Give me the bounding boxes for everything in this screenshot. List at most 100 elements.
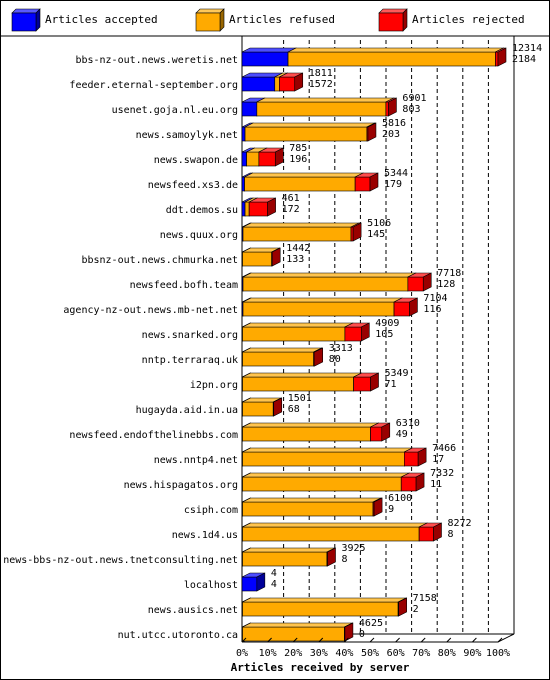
- bar-segment: [242, 526, 420, 542]
- bar-segment: [244, 176, 356, 192]
- value-label-top: 5344: [384, 168, 408, 179]
- legend-swatch-1: [11, 12, 37, 32]
- value-label-bottom: 116: [423, 304, 441, 315]
- value-label-bottom: 0: [359, 629, 365, 640]
- value-label-bottom: 68: [288, 404, 300, 415]
- value-label-top: 3313: [329, 343, 353, 354]
- x-tick-label: 70%: [412, 648, 430, 659]
- value-label-top: 3925: [342, 543, 366, 554]
- value-label-top: 6310: [396, 418, 420, 429]
- bar-segment: [241, 176, 245, 192]
- value-label-bottom: 49: [396, 429, 408, 440]
- bar-segment: [385, 101, 389, 117]
- value-label-top: 7158: [413, 593, 437, 604]
- value-label-bottom: 8: [342, 554, 348, 565]
- bar-segment: [404, 451, 419, 467]
- bar-segment: [241, 576, 258, 592]
- bar-segment: [407, 276, 424, 292]
- x-tick: [395, 637, 400, 643]
- bar-segment-top: [242, 422, 379, 428]
- bar-segment: [242, 626, 345, 642]
- legend-swatch-top: [11, 8, 41, 14]
- x-tick: [344, 637, 349, 643]
- bar-segment-side: [344, 622, 354, 642]
- bar-segment-side: [497, 47, 507, 67]
- value-label-bottom: 2: [413, 604, 419, 615]
- bar-segment: [418, 526, 434, 542]
- bar-segment-top: [242, 597, 407, 603]
- bar-segment: [241, 101, 258, 117]
- x-tick-label: 20%: [284, 648, 302, 659]
- category-label: nntp.terraraq.uk: [142, 355, 238, 366]
- value-label-bottom: 8: [447, 529, 453, 540]
- bar-segment-top: [242, 347, 322, 353]
- x-tick-label: 30%: [310, 648, 328, 659]
- bar-segment-side: [409, 297, 418, 317]
- legend-swatch-3: [378, 12, 404, 32]
- bar-segment-top: [242, 497, 382, 503]
- bar-segment: [242, 326, 346, 342]
- x-tick: [241, 637, 247, 643]
- bar-segment: [242, 376, 354, 392]
- value-label-bottom: 17: [432, 454, 444, 465]
- bar-segment-side: [433, 522, 442, 542]
- x-tick: [472, 637, 477, 643]
- category-label: agency-nz-out.news.mb-net.net: [63, 305, 238, 316]
- value-label-bottom: 2184: [512, 54, 536, 65]
- bar-segment: [248, 201, 268, 217]
- value-label-top: 5349: [385, 368, 409, 379]
- bar-segment-side: [327, 547, 336, 567]
- category-label: news.hispagatos.org: [124, 480, 238, 491]
- bar-segment: [242, 301, 395, 317]
- bar-segment-side: [370, 372, 379, 392]
- x-tick-label: 40%: [335, 648, 353, 659]
- value-label-top: 7332: [430, 468, 454, 479]
- bar-segment-side: [381, 422, 391, 442]
- category-label: usenet.goja.nl.eu.org: [112, 105, 238, 116]
- bar-segment-side: [388, 97, 397, 117]
- bar-segment-side: [274, 147, 284, 167]
- category-label: bbs-nz-out.news.weretis.net: [75, 55, 238, 66]
- x-tick: [267, 637, 272, 643]
- bar-segment-side: [352, 222, 362, 242]
- bar-segment: [393, 301, 410, 317]
- bar-segment-top: [244, 172, 364, 178]
- x-tick: [446, 637, 452, 643]
- value-label-bottom: 203: [382, 129, 400, 140]
- bar-segment-top: [242, 222, 360, 228]
- bar-segment: [256, 101, 387, 117]
- category-label: news.snarked.org: [142, 330, 238, 341]
- bar-segment: [244, 201, 250, 217]
- x-tick-label: 90%: [463, 648, 481, 659]
- legend-label-1: Articles accepted: [45, 13, 158, 26]
- bar-segment-side: [367, 122, 377, 142]
- category-label: localhost: [184, 580, 238, 591]
- bar-segment-side: [417, 447, 427, 467]
- value-label-bottom: 803: [402, 104, 420, 115]
- bar-segment: [242, 401, 274, 417]
- bar-segment: [242, 501, 374, 517]
- bar-segment: [241, 201, 246, 217]
- bar-segment-top: [242, 472, 410, 478]
- bar-segment-top: [242, 372, 362, 378]
- category-label: newsfeed.endofthelinebbs.com: [69, 430, 238, 441]
- value-label-bottom: 4: [271, 579, 277, 590]
- value-label-top: 1811: [309, 68, 333, 79]
- bar-segment-side: [256, 572, 266, 592]
- bar-segment-top: [242, 447, 413, 453]
- value-label-bottom: 105: [375, 329, 393, 340]
- bar-segment: [244, 126, 368, 142]
- x-tick: [292, 637, 298, 643]
- category-label: news.nntp4.net: [154, 455, 238, 466]
- value-label-top: 4625: [359, 618, 383, 629]
- value-label-bottom: 80: [329, 354, 341, 365]
- bar-segment-top: [287, 47, 504, 53]
- bar-segment: [400, 476, 417, 492]
- bar-segment: [242, 451, 405, 467]
- legend-swatch-top: [195, 8, 225, 14]
- value-label-top: 461: [282, 193, 300, 204]
- legend-swatch-2: [195, 12, 221, 32]
- category-label: hugayda.aid.in.ua: [136, 405, 238, 416]
- x-tick-label: 60%: [387, 648, 405, 659]
- bar-segment: [242, 426, 371, 442]
